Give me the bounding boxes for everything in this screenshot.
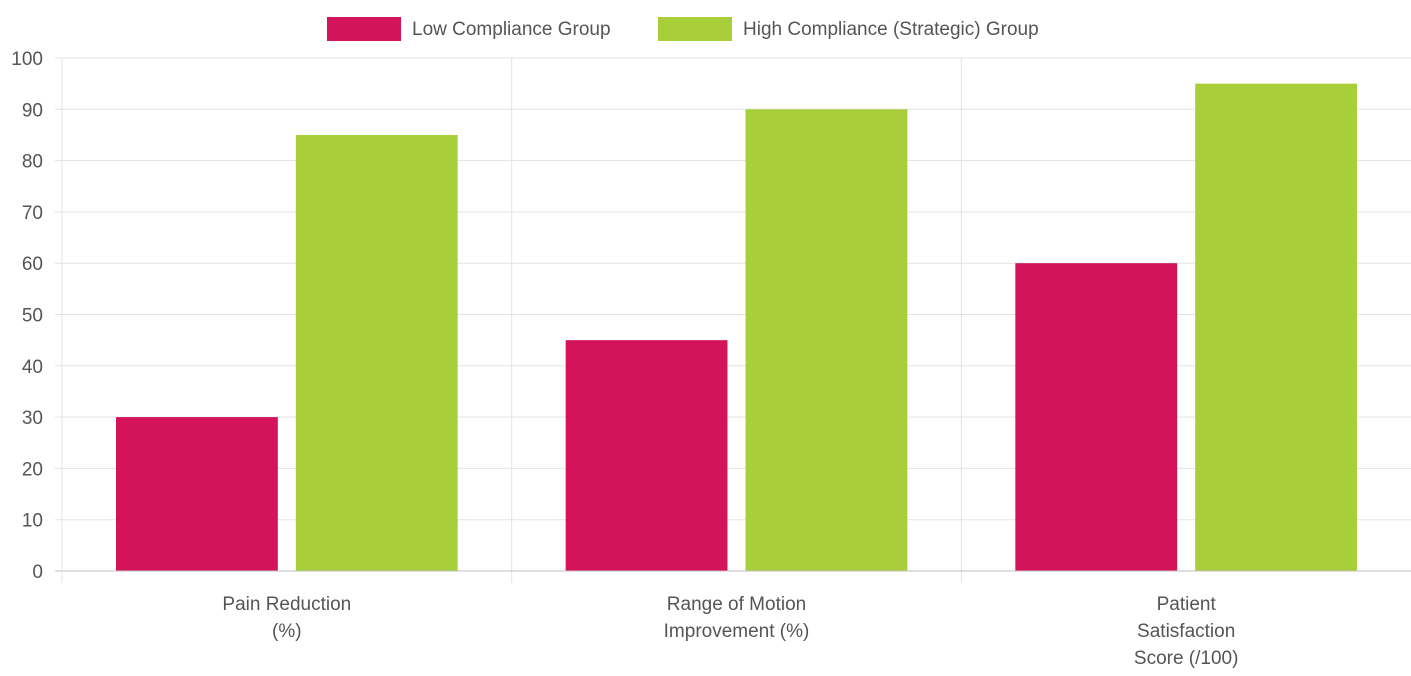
legend-label: High Compliance (Strategic) Group [743, 19, 1039, 40]
bar-high-0 [295, 134, 458, 571]
x-category-label: Pain Reduction [222, 594, 351, 615]
legend: Low Compliance Group High Compliance (Str… [327, 17, 1039, 41]
x-category-label: Range of Motion [667, 594, 806, 615]
y-tick-label: 0 [32, 562, 43, 583]
y-tick-label: 80 [22, 152, 43, 173]
y-tick-label: 90 [22, 100, 43, 121]
y-tick-label: 60 [22, 254, 43, 275]
axes: 0 10 20 30 40 50 60 70 80 90 100 Pain Reduction (%) R… [11, 49, 1411, 669]
x-category-label: Score (/100) [1134, 648, 1239, 669]
bar-low-1 [565, 340, 728, 571]
bar-high-1 [745, 109, 908, 572]
bar-low-2 [1015, 263, 1178, 571]
legend-swatch [658, 17, 732, 41]
legend-label: Low Compliance Group [412, 19, 611, 40]
legend-swatch [327, 17, 401, 41]
bar-low-0 [116, 417, 278, 571]
x-category-label: (%) [272, 621, 302, 642]
bar-high-2 [1195, 83, 1357, 572]
bars [116, 83, 1357, 572]
x-category-label: Satisfaction [1137, 621, 1235, 642]
y-tick-label: 10 [22, 511, 43, 532]
y-tick-label: 50 [22, 306, 43, 327]
x-category-label: Patient [1157, 594, 1217, 615]
x-category-label: Improvement (%) [664, 621, 810, 642]
y-tick-label: 100 [11, 49, 43, 70]
y-tick-label: 40 [22, 357, 43, 378]
y-tick-label: 30 [22, 408, 43, 429]
y-tick-label: 70 [22, 203, 43, 224]
y-tick-label: 20 [22, 459, 43, 480]
